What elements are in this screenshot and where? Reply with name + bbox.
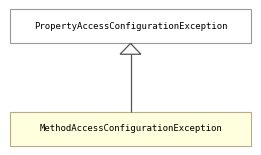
Text: MethodAccessConfigurationException: MethodAccessConfigurationException: [39, 124, 222, 133]
FancyBboxPatch shape: [10, 9, 251, 43]
FancyBboxPatch shape: [10, 112, 251, 146]
Text: PropertyAccessConfigurationException: PropertyAccessConfigurationException: [34, 22, 227, 31]
Polygon shape: [120, 43, 141, 54]
